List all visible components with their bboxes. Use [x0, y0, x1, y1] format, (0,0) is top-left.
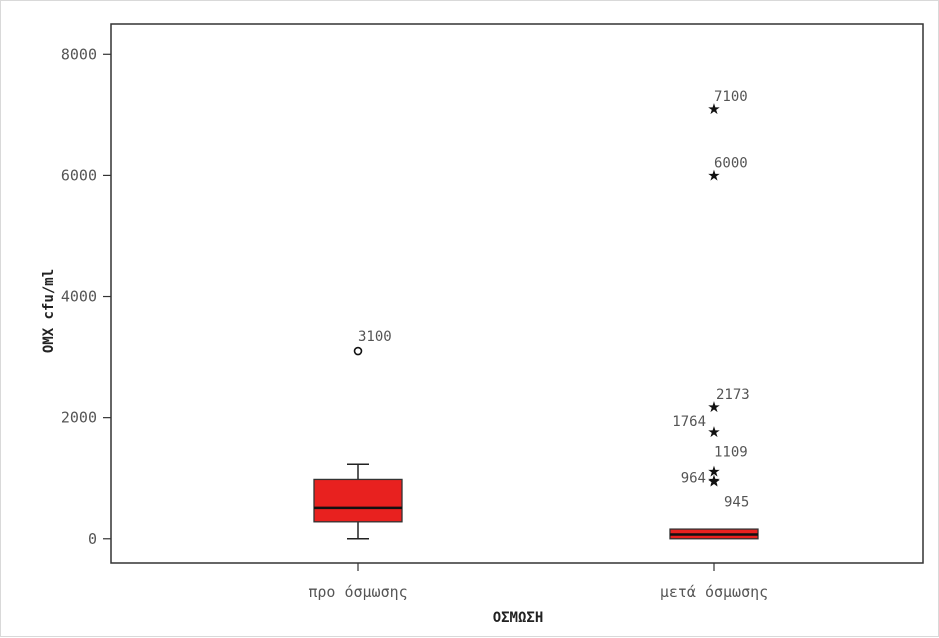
y-tick-label: 2000	[61, 409, 97, 427]
y-tick-label: 0	[88, 530, 97, 548]
outlier-label: 6000	[714, 155, 748, 171]
box-group	[313, 346, 403, 540]
x-axis: προ όσμωσης μετά όσμωσης	[308, 563, 768, 601]
outlier-star: ★	[707, 473, 720, 491]
x-tick-label: προ όσμωσης	[308, 583, 407, 601]
outlier-label: 1109	[714, 445, 748, 461]
y-tick-label: 4000	[61, 288, 97, 306]
outlier-star: ★	[707, 463, 720, 481]
x-tick-label: μετά όσμωσης	[660, 583, 768, 601]
x-axis-title: ΟΣΜΩΣΗ	[493, 610, 544, 626]
outlier-label: 3100	[358, 329, 392, 345]
outlier-label: 7100	[714, 89, 748, 105]
outlier-star: ★	[707, 398, 720, 416]
y-tick-label: 8000	[61, 45, 97, 63]
outlier-star: ★	[707, 100, 720, 118]
boxes: ★★★★★★★ 3100 7100 6000 2173 1764 1109 964 945	[313, 89, 759, 540]
outlier-label: 2173	[716, 387, 750, 403]
box-iqr	[313, 478, 403, 523]
y-axis-title: ΟΜΧ cfu/ml	[41, 269, 57, 353]
outlier-star: ★	[707, 166, 720, 184]
y-tick-label: 6000	[61, 166, 97, 184]
outlier-star: ★	[707, 471, 720, 489]
outlier-label: 1764	[672, 414, 706, 430]
y-axis: 0 2000 4000 6000 8000	[61, 45, 111, 548]
plot-area	[110, 23, 924, 564]
outlier-label: 964	[681, 470, 706, 486]
outlier-label: 945	[724, 495, 749, 511]
box-group: ★★★★★★★	[669, 100, 759, 540]
outlier-star: ★	[707, 423, 720, 441]
outlier-circle	[353, 346, 363, 356]
